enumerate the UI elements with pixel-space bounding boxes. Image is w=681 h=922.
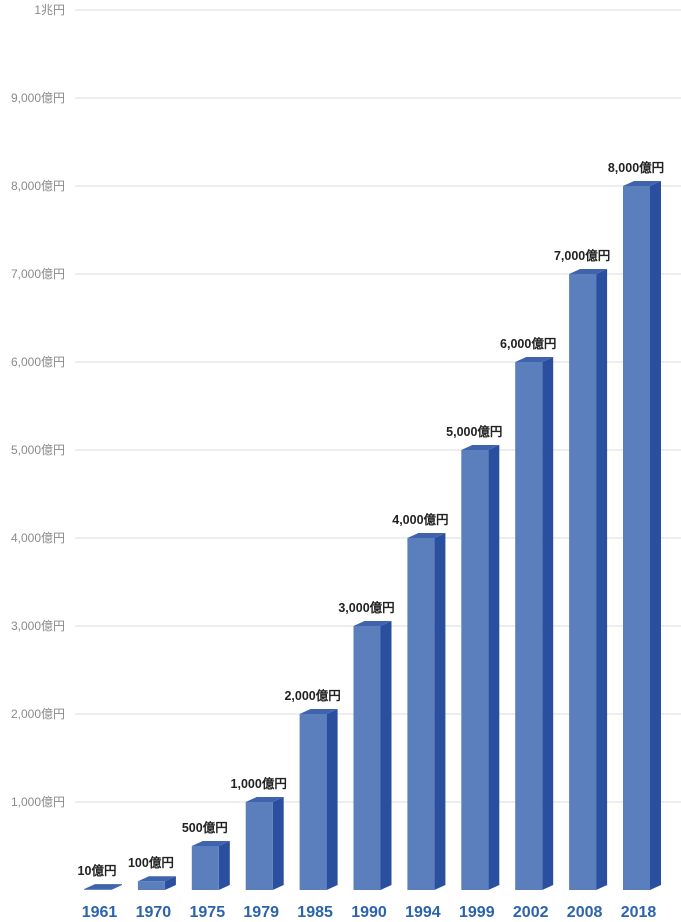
bar-top — [407, 533, 446, 538]
bar-side — [111, 884, 122, 890]
data-label: 8,000億円 — [608, 160, 664, 175]
bar-1985 — [299, 709, 338, 890]
bar-top — [245, 797, 284, 802]
bar-side — [218, 841, 230, 890]
y-tick-label: 5,000億円 — [11, 443, 65, 457]
bar-front — [407, 538, 435, 890]
gridlines — [75, 9, 681, 803]
bar-side — [542, 357, 554, 890]
bar-1999 — [461, 445, 500, 890]
data-label: 500億円 — [182, 820, 228, 835]
data-label: 2,000億円 — [284, 688, 340, 703]
bar-front — [137, 881, 165, 890]
bar-front — [84, 889, 111, 890]
y-tick-label: 6,000億円 — [11, 355, 65, 369]
bar-top — [623, 181, 661, 186]
category-label: 1975 — [190, 904, 226, 921]
y-tick-label: 8,000億円 — [11, 179, 65, 193]
category-label: 1994 — [405, 904, 441, 921]
bar-front — [515, 362, 543, 890]
y-tick-label: 9,000億円 — [11, 91, 65, 105]
bar-side — [326, 709, 338, 890]
data-label: 6,000億円 — [500, 336, 556, 351]
bar-top — [461, 445, 500, 450]
bar-front — [299, 714, 327, 890]
y-tick-label: 1,000億円 — [11, 795, 65, 809]
bar-top — [353, 621, 392, 626]
bar-front — [623, 186, 650, 890]
bar-front — [191, 846, 219, 890]
category-label: 1985 — [297, 904, 333, 921]
category-label: 1999 — [459, 904, 495, 921]
category-label: 2002 — [513, 904, 549, 921]
bar-side — [596, 269, 608, 890]
category-label: 1990 — [351, 904, 387, 921]
bar-side — [272, 797, 284, 890]
data-labels: 10億円 100億円 500億円 1,000億円 2,000億円 3,000億円 4,000… — [78, 160, 665, 878]
bar-front — [353, 626, 381, 890]
bar-2018 — [623, 181, 661, 890]
bar-1979 — [245, 797, 284, 890]
data-label: 7,000億円 — [554, 248, 610, 263]
bar-side — [434, 533, 446, 890]
bar-2002 — [515, 357, 554, 890]
bar-front — [245, 802, 273, 890]
bar-side — [380, 621, 392, 890]
y-tick-label: 3,000億円 — [11, 619, 65, 633]
y-tick-label: 1兆円 — [34, 3, 65, 17]
bar-top — [191, 841, 230, 846]
y-tick-label: 4,000億円 — [11, 531, 65, 545]
bar-front — [461, 450, 489, 890]
bar-top — [137, 876, 176, 882]
category-label: 1979 — [243, 904, 279, 921]
category-label: 2008 — [567, 904, 603, 921]
bar-1994 — [407, 533, 446, 890]
bar-top — [515, 357, 554, 362]
bar-top — [569, 269, 608, 274]
bar-1961 — [84, 884, 122, 890]
data-label: 10億円 — [78, 863, 117, 878]
bar-side — [164, 876, 176, 890]
bar-side — [488, 445, 500, 890]
data-label: 100億円 — [128, 855, 174, 870]
bar-side — [650, 181, 661, 890]
data-label: 5,000億円 — [446, 424, 502, 439]
bar-top — [84, 884, 122, 890]
y-axis-tick-labels: 1,000億円 2,000億円 3,000億円 4,000億円 5,000億円 6,000… — [11, 3, 65, 809]
data-label: 3,000億円 — [338, 600, 394, 615]
bar-1975 — [191, 841, 230, 890]
y-tick-label: 2,000億円 — [11, 707, 65, 721]
category-label: 1970 — [136, 904, 172, 921]
bar-2008 — [569, 269, 608, 890]
category-label: 2018 — [621, 904, 657, 921]
x-axis-category-labels: 1961 1970 1975 1979 1985 1990 1994 1999 2002 2008… — [82, 904, 657, 921]
y-tick-label: 7,000億円 — [11, 267, 65, 281]
bars — [84, 181, 661, 890]
bar-top — [299, 709, 338, 714]
data-label: 4,000億円 — [392, 512, 448, 527]
bar-1990 — [353, 621, 392, 890]
category-label: 1961 — [82, 904, 118, 921]
bar-front — [569, 274, 597, 890]
data-label: 1,000億円 — [231, 776, 287, 791]
bar-1970 — [137, 876, 176, 890]
